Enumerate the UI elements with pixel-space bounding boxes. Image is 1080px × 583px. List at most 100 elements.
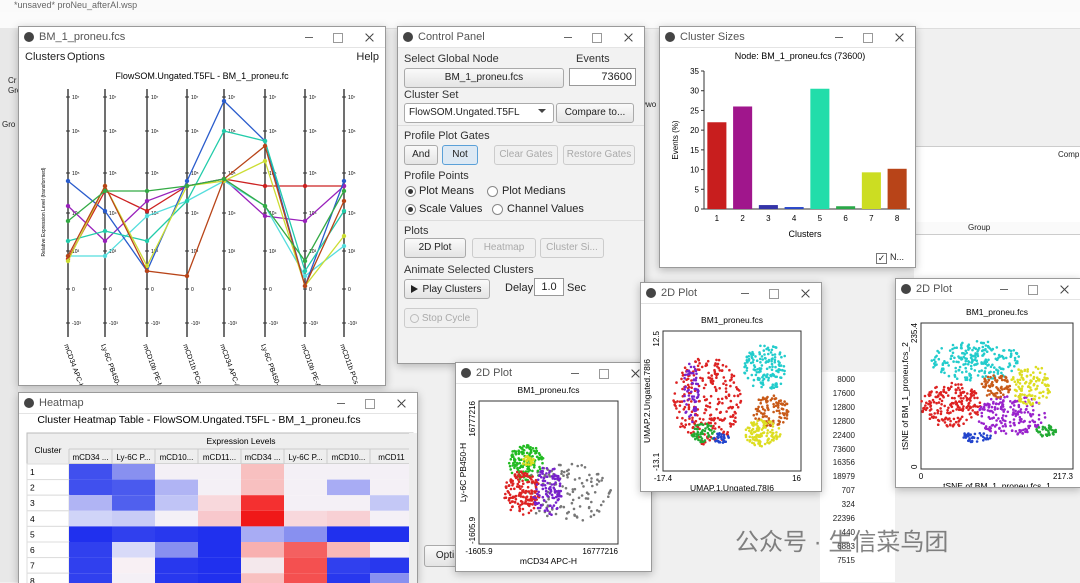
- window-controls[interactable]: [990, 279, 1080, 299]
- event-dot: [553, 467, 556, 471]
- checkbox[interactable]: ✓: [876, 253, 887, 264]
- event-dot: [733, 394, 736, 398]
- event-dot: [988, 417, 992, 420]
- restore-gates-button[interactable]: Restore Gates: [563, 145, 635, 165]
- radio[interactable]: [405, 186, 416, 197]
- axis-tick-label: 0: [72, 287, 75, 293]
- event-dot: [699, 435, 702, 438]
- event-dot: [760, 385, 763, 389]
- profile-point: [341, 178, 347, 184]
- window-controls[interactable]: [327, 393, 417, 413]
- clear-gates-button[interactable]: Clear Gates: [494, 145, 558, 165]
- window-button[interactable]: [564, 33, 572, 38]
- radio[interactable]: [492, 204, 503, 215]
- event-dot: [965, 370, 968, 373]
- event-dot: [539, 506, 542, 510]
- cluster-sizes-button[interactable]: Cluster Si...: [540, 238, 604, 258]
- event-dot: [675, 407, 678, 410]
- event-dot: [702, 395, 706, 398]
- event-dot: [987, 363, 990, 367]
- window-button[interactable]: [769, 289, 779, 299]
- heatmap-cell: [327, 495, 370, 511]
- event-dot: [540, 469, 543, 473]
- window-controls[interactable]: [554, 27, 644, 47]
- event-dot: [560, 472, 563, 475]
- event-dot: [975, 440, 979, 443]
- profile-line: [67, 130, 345, 273]
- event-dot: [549, 485, 552, 489]
- event-dot: [969, 399, 972, 402]
- menu-item[interactable]: Options: [67, 51, 105, 63]
- window-button[interactable]: [624, 33, 632, 41]
- window-title: 2D Plot: [916, 283, 953, 295]
- window-button[interactable]: [835, 33, 843, 38]
- profile-point: [302, 183, 308, 189]
- window-controls[interactable]: [295, 27, 385, 47]
- event-dot: [1013, 412, 1017, 415]
- event-dot: [535, 488, 538, 491]
- event-dot: [773, 356, 777, 359]
- and-button[interactable]: And: [404, 145, 438, 165]
- event-dot: [995, 423, 998, 427]
- compare-button[interactable]: Compare to...: [556, 103, 634, 123]
- event-dot: [595, 473, 599, 476]
- event-dot: [983, 371, 986, 375]
- play-button[interactable]: Play Clusters: [404, 279, 490, 299]
- window-button[interactable]: [333, 33, 343, 43]
- radio[interactable]: [487, 186, 498, 197]
- window-button[interactable]: [1000, 285, 1008, 290]
- event-dot: [1019, 369, 1023, 372]
- event-dot: [580, 464, 583, 467]
- event-dot: [930, 359, 934, 362]
- dropdown[interactable]: FlowSOM.Ungated.T5FL: [404, 103, 554, 123]
- window-controls[interactable]: [561, 363, 651, 383]
- event-dot: [681, 416, 684, 420]
- event-dot: [695, 432, 699, 436]
- event-dot: [736, 394, 740, 397]
- heatmap-button[interactable]: Heatmap: [472, 238, 536, 258]
- event-dot: [521, 479, 524, 483]
- radio[interactable]: [405, 204, 416, 215]
- event-dot: [515, 470, 519, 474]
- event-dot: [1001, 425, 1005, 428]
- event-dot: [774, 382, 777, 386]
- event-dot: [966, 392, 969, 395]
- event-dot: [526, 485, 530, 489]
- event-dot: [609, 489, 612, 492]
- y-tick-label: 5: [695, 185, 700, 194]
- window-button[interactable]: [571, 369, 579, 374]
- window-button[interactable]: [599, 369, 609, 379]
- window-button[interactable]: [305, 33, 313, 38]
- stop-button[interactable]: Stop Cycle: [404, 308, 478, 328]
- node-button[interactable]: BM_1_proneu.fcs: [404, 68, 564, 88]
- axis-tick-label: -10³: [309, 321, 318, 327]
- event-dot: [966, 434, 969, 438]
- event-dot: [767, 408, 770, 412]
- plot2d-button[interactable]: 2D Plot: [404, 238, 466, 258]
- delay-field[interactable]: 1.0: [534, 278, 564, 296]
- events-field[interactable]: 73600: [569, 68, 636, 86]
- not-button[interactable]: Not: [442, 145, 478, 165]
- window-button[interactable]: [741, 289, 749, 294]
- event-dot: [999, 397, 1002, 401]
- event-dot: [527, 463, 530, 466]
- event-dot: [761, 407, 765, 411]
- event-dot: [994, 379, 997, 382]
- window-button[interactable]: [863, 33, 873, 43]
- event-dot: [1013, 359, 1017, 362]
- menu-item[interactable]: Clusters: [25, 51, 66, 63]
- profile-line: [67, 178, 345, 263]
- event-dot: [970, 416, 973, 419]
- event-dot: [763, 442, 767, 446]
- window-controls[interactable]: [825, 27, 915, 47]
- window-button[interactable]: [592, 33, 602, 43]
- event-dot: [573, 514, 576, 517]
- cell-number: 22396: [832, 514, 855, 523]
- heatmap-cell: [370, 464, 413, 480]
- window-controls[interactable]: [731, 283, 821, 303]
- window-button[interactable]: [337, 399, 345, 404]
- menu-item[interactable]: Help: [356, 51, 379, 63]
- event-dot: [548, 482, 552, 485]
- window-button[interactable]: [365, 399, 375, 409]
- window-button[interactable]: [1028, 285, 1038, 295]
